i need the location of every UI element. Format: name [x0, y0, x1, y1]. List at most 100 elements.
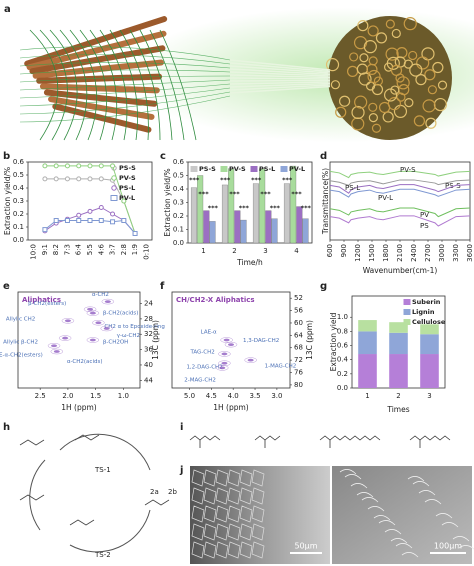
x-tick-label: 3: [263, 247, 267, 255]
contour: [86, 310, 100, 316]
bar-segment: [358, 354, 377, 388]
cross-peak: [62, 336, 69, 340]
legend-marker: [190, 166, 198, 172]
legend-label: PS-S: [119, 164, 136, 172]
y-tick-label: 0.4: [13, 184, 25, 192]
legend-marker: [111, 175, 117, 181]
bar: [228, 168, 235, 244]
cycle-arrow: [29, 459, 46, 531]
sem-fracture: [356, 492, 374, 498]
molecule-structures: [189, 435, 451, 448]
x-tick-label: 5.0: [184, 392, 195, 400]
mesh-fiber: [39, 29, 68, 141]
mesh-fiber: [139, 29, 173, 141]
sem-cell: [203, 469, 217, 487]
scale-bar-label: 100μm: [434, 542, 462, 551]
coil: [425, 117, 437, 129]
bar: [197, 175, 204, 244]
contour: [47, 343, 61, 349]
bar: [259, 168, 266, 244]
x-tick-label: 2: [396, 392, 400, 400]
legend-label: Lignin: [412, 308, 435, 316]
cross-peak: [89, 338, 96, 342]
sem-cell: [251, 523, 265, 541]
cork-cell-stick: [24, 16, 168, 67]
mesh-fiber: [19, 69, 231, 75]
data-point: [87, 208, 93, 214]
bar: [240, 219, 247, 244]
coil: [396, 92, 406, 102]
contour: [101, 298, 115, 305]
panel-label: c: [160, 151, 166, 162]
significance-label: ***: [198, 190, 209, 198]
peak-label: LAE-α-CH2(esters): [0, 352, 43, 358]
y-tick-label: 0.0: [337, 384, 348, 392]
coil: [351, 105, 365, 120]
x-tick-label: 2400: [410, 244, 418, 262]
coil: [373, 76, 383, 86]
scheme-label: TS-2: [94, 551, 111, 559]
x-tick-label: 3600: [466, 244, 474, 262]
y-tick-label: 0.5: [173, 172, 184, 180]
y-axis-label: 13C (ppm): [305, 320, 314, 360]
data-point: [121, 218, 127, 223]
x-tick-label: 3:7: [109, 244, 117, 255]
data-point: [121, 198, 127, 204]
series-line: [329, 184, 471, 194]
coil: [375, 32, 388, 44]
significance-label: ***: [220, 176, 231, 184]
legend-label: Cellulose: [412, 318, 446, 326]
sem-fracture: [350, 483, 368, 489]
y-tick-label: 0.2: [173, 212, 184, 220]
sem-cell: [215, 505, 229, 523]
cross-peak: [95, 321, 102, 325]
bar-segment: [358, 320, 377, 332]
plot-title: CH/CH2-X Aliphatics: [176, 296, 255, 304]
sem-cell: [239, 469, 253, 487]
mesh-fiber: [19, 91, 231, 115]
x-tick-label: 4.0: [228, 392, 239, 400]
significance-label: ***: [270, 204, 281, 212]
data-point: [110, 219, 116, 225]
sem-fracture: [452, 536, 470, 542]
coil: [383, 88, 398, 102]
x-tick-label: 3300: [452, 244, 460, 262]
peak-label: 1-MAG-CH2: [265, 364, 297, 370]
sem-cell: [227, 487, 241, 505]
x-axis-label: Time/h: [236, 258, 263, 267]
coil: [415, 74, 427, 86]
x-tick-label: 4.5: [206, 392, 217, 400]
coil: [330, 80, 341, 90]
sphere: [328, 16, 452, 140]
peak-label: 1,2-DAG-CH2: [186, 365, 222, 371]
sem-cell: [203, 523, 217, 541]
x-tick-label: 0:10: [142, 244, 150, 260]
contour: [224, 341, 238, 348]
fiber-stream: [229, 62, 331, 73]
y-tick-label: 36: [144, 346, 153, 354]
cross-peak: [53, 350, 60, 353]
coil: [338, 95, 351, 107]
contour: [86, 337, 100, 343]
x-tick-label: 1800: [382, 244, 390, 262]
fiber-stream: [229, 74, 331, 79]
x-tick-label: 6:4: [75, 243, 83, 255]
legend-label: PS-S: [199, 165, 216, 173]
sem-cell: [215, 541, 229, 559]
bar: [234, 210, 241, 244]
significance-label: ***: [282, 176, 293, 184]
panel-label: d: [320, 151, 327, 162]
sem-cell: [227, 541, 241, 559]
x-tick-label: 2700: [424, 244, 432, 262]
cork-cell-stick: [26, 30, 167, 71]
mesh-fiber: [19, 46, 231, 61]
significance-label: ***: [291, 190, 302, 198]
sem-cell: [191, 487, 205, 505]
y-tick-label: 52: [294, 294, 303, 302]
mesh-fiber: [59, 29, 88, 141]
panel-label: j: [179, 465, 183, 476]
sem-cell: [239, 487, 253, 505]
fiber-stream: [229, 65, 331, 74]
coil: [390, 85, 400, 95]
panel-label: h: [3, 422, 10, 433]
